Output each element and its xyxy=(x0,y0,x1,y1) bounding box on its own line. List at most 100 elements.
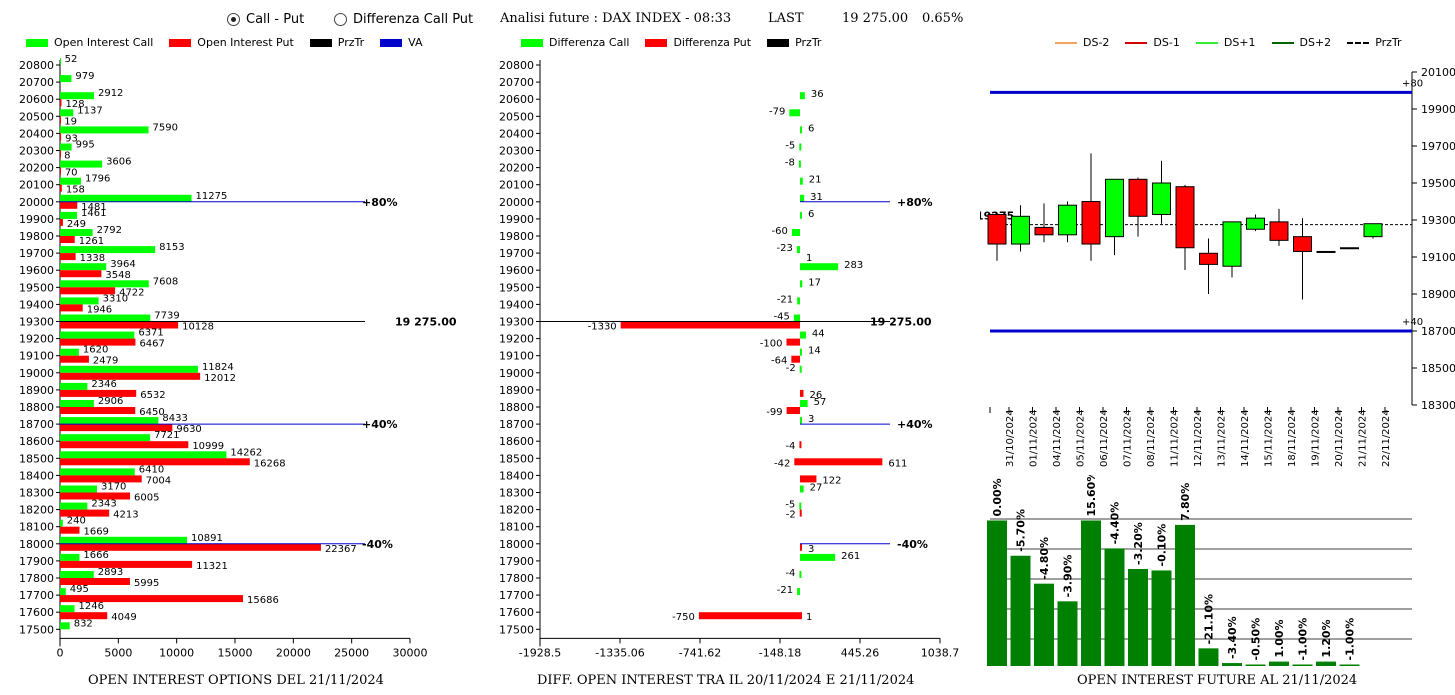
put-value-label: 15686 xyxy=(247,595,279,606)
candle-body xyxy=(1246,217,1265,230)
y-tick-label: 20700 xyxy=(19,76,54,89)
oi-value-label: -3.40% xyxy=(1226,616,1239,659)
oi-bar xyxy=(1222,663,1242,666)
diff-bar xyxy=(799,280,803,288)
oi-value-label: -21.10% xyxy=(1203,594,1216,644)
call-bar xyxy=(60,468,135,476)
diff-bar xyxy=(799,400,808,407)
call-bar xyxy=(60,58,61,65)
diff-value-label: 27 xyxy=(810,483,823,494)
y-tick-label: 18200 xyxy=(499,504,534,517)
x-tick-label: 06/11/2024 xyxy=(1099,409,1110,467)
diff-value-label: -8 xyxy=(785,158,795,169)
put-value-label: 10999 xyxy=(192,441,224,452)
call-bar xyxy=(60,126,149,134)
oi-bar xyxy=(1339,664,1360,666)
open-interest-options-chart: 20800 20700 20600 20500 20400 20300 20200 20100… xyxy=(19,55,457,659)
band-label: +80 xyxy=(1402,78,1423,89)
x-tick-label: 0 xyxy=(57,646,64,659)
put-value-label: 11321 xyxy=(196,561,228,572)
y-tick-label: 19100 xyxy=(499,350,534,363)
y-tick-label: 19900 xyxy=(1421,103,1455,116)
put-bar xyxy=(60,595,244,603)
put-bar xyxy=(60,424,173,432)
call-value-label: 52 xyxy=(65,55,78,65)
y-tick-label: 17800 xyxy=(499,572,534,585)
put-bar xyxy=(60,99,62,107)
radio-dot-icon[interactable] xyxy=(334,13,347,26)
put-value-label: 1669 xyxy=(83,527,108,538)
diff-bar xyxy=(799,553,836,561)
future-candlestick-chart: 20100 19900 19700 19500 19300 19100 18900 18700… xyxy=(980,66,1455,467)
y-tick-label: 19500 xyxy=(19,281,54,294)
radio-dot-selected-icon[interactable] xyxy=(227,13,240,26)
put-value-label: 4722 xyxy=(119,287,144,298)
call-bar xyxy=(60,365,198,373)
put-value-label: 16268 xyxy=(254,458,286,469)
diff-value-label: -4 xyxy=(785,441,795,452)
x-tick-label: 01/11/2024 xyxy=(1029,409,1040,467)
y-tick-label: 20500 xyxy=(499,110,534,123)
diff-bar xyxy=(698,612,800,620)
put-value-label: 249 xyxy=(67,219,86,230)
diff-extra-label: -100 xyxy=(760,339,783,350)
diff-put-bar xyxy=(794,458,800,466)
diff-bar xyxy=(799,502,802,510)
diff-open-interest-chart: 20800 20700 20600 20500 20400 20300 20200 20100… xyxy=(499,59,959,659)
call-bar xyxy=(60,348,79,356)
put-value-label: 1481 xyxy=(81,202,106,213)
y-tick-label: 19500 xyxy=(1421,177,1455,190)
put-bar xyxy=(60,270,102,278)
y-tick-label: 19400 xyxy=(19,298,54,311)
call-bar xyxy=(60,605,75,613)
diff-extra-label: -64 xyxy=(771,356,787,367)
diff-value-label: -750 xyxy=(672,612,695,623)
call-bar xyxy=(60,75,72,83)
diff-bar xyxy=(799,475,817,483)
diff-bar xyxy=(799,458,883,466)
call-value-label: 3310 xyxy=(103,293,128,304)
diff-extra-label: -1330 xyxy=(588,322,617,333)
candle-body xyxy=(1152,182,1171,215)
diff-value-label: 14 xyxy=(808,346,821,357)
diff-put-bar xyxy=(799,612,802,620)
x-tick-label: 08/11/2024 xyxy=(1146,409,1157,467)
x-tick-label: 12/11/2024 xyxy=(1193,409,1204,467)
call-value-label: 14262 xyxy=(230,447,262,458)
y-tick-label: 19800 xyxy=(19,230,54,243)
oi-value-label: -3.90% xyxy=(1062,555,1075,598)
y-tick-label: 18600 xyxy=(19,435,54,448)
y-tick-label: 18900 xyxy=(1421,288,1455,301)
candle-body xyxy=(1128,178,1148,217)
last-label: LAST xyxy=(768,11,804,26)
radio-diff[interactable]: Differenza Call Put xyxy=(334,12,473,27)
oi-bar xyxy=(1081,520,1101,666)
diff-value-label: 21 xyxy=(809,175,822,186)
radio-call-put[interactable]: Call - Put xyxy=(227,12,304,27)
y-tick-label: 18500 xyxy=(499,452,534,465)
put-value-label: 128 xyxy=(65,99,84,110)
call-bar xyxy=(60,519,63,527)
diff-value-label: 6 xyxy=(808,123,814,134)
y-tick-label: 17600 xyxy=(499,606,534,619)
radio-diff-label: Differenza Call Put xyxy=(353,12,474,27)
put-bar xyxy=(60,492,131,500)
call-bar xyxy=(60,109,74,117)
x-tick-label: 10000 xyxy=(159,646,194,659)
diff-bar xyxy=(791,229,800,236)
annotation-label: +80% xyxy=(897,196,933,209)
diff-bar xyxy=(799,441,802,449)
diff-value-label: 44 xyxy=(812,329,825,340)
legend-right: DS-2 DS-1 DS+1 DS+2 PrzTr xyxy=(1055,36,1418,49)
oi-bar xyxy=(987,520,1007,666)
candle-body xyxy=(1269,221,1289,241)
call-bar xyxy=(60,382,88,390)
call-bar xyxy=(60,588,66,596)
call-value-label: 832 xyxy=(74,618,93,629)
diff-bar xyxy=(797,588,800,596)
oi-value-label: 1.20% xyxy=(1320,619,1333,657)
oi-bar xyxy=(1175,524,1195,666)
call-bar xyxy=(60,553,80,561)
oi-bar xyxy=(1316,661,1336,666)
x-tick-label: 11/11/2024 xyxy=(1170,409,1181,467)
